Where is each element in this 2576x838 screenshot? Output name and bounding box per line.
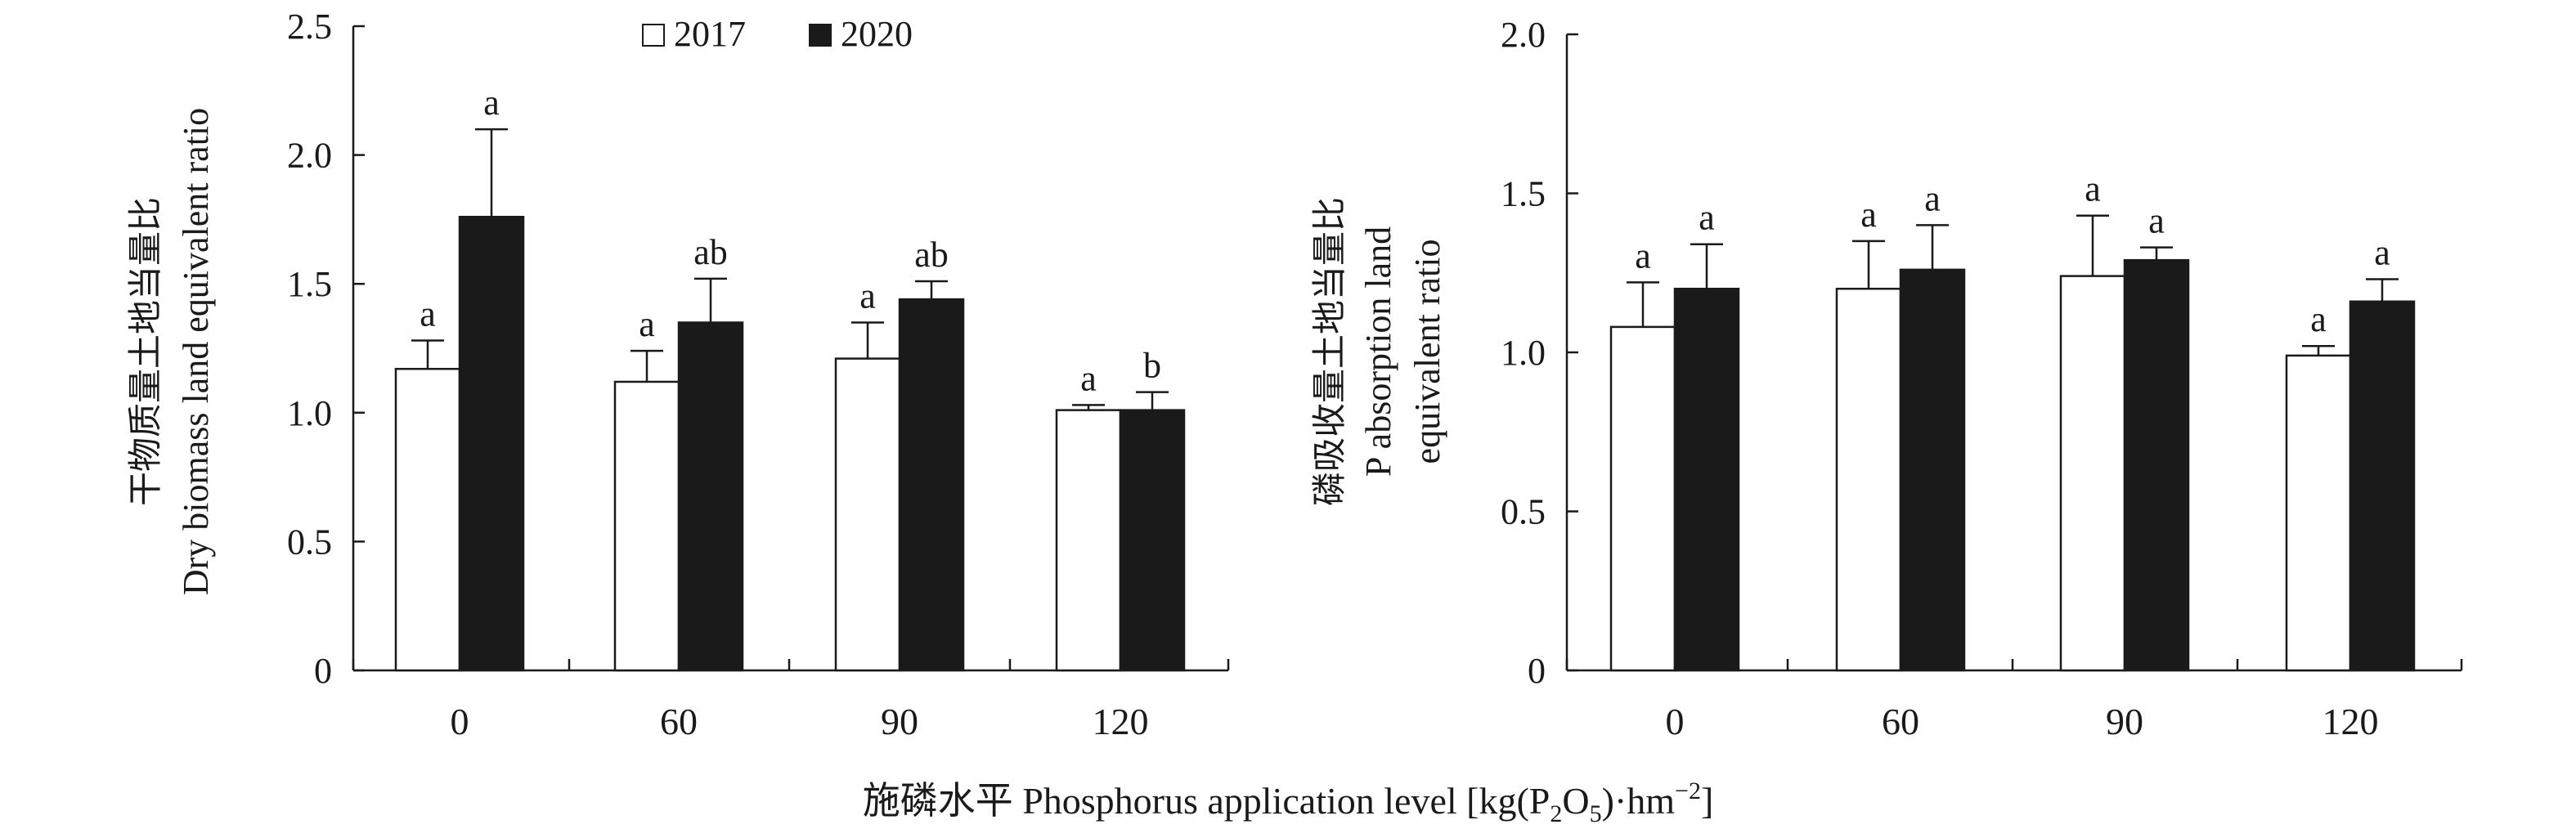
shared-xlabel-mid: O (1562, 780, 1589, 822)
chart0-ytick-label: 1.5 (287, 264, 332, 304)
shared-xlabel-end: )·hm (1602, 780, 1676, 822)
legend-swatch-2017 (642, 24, 665, 47)
chart1-xtick-label: 120 (2322, 701, 2379, 742)
chart0-bar-2020-0 (458, 215, 525, 672)
chart0-xtick-label: 0 (451, 701, 469, 742)
shared-xlabel-main: 施磷水平 Phosphorus application level [kg(P (863, 780, 1551, 822)
chart-left-ylabel-en: Dry biomass land equivalent ratio (176, 108, 216, 595)
chart-right-ylabel-en-1: P absorption land (1358, 226, 1398, 477)
chart0-bar-2020-90 (898, 298, 965, 672)
shared-xlabel: 施磷水平 Phosphorus application level [kg(P2… (863, 778, 1714, 827)
chart0-ytick-label: 0 (314, 651, 332, 691)
chart0-ytick-label: 2.0 (287, 136, 332, 176)
chart0-xtick-label: 60 (660, 701, 698, 742)
chart0-significance-letter: a (1080, 358, 1097, 398)
chart1-ytick-label: 0 (1528, 651, 1546, 691)
chart1-bar-2017-0 (1609, 325, 1676, 672)
chart1-significance-letter: a (2374, 233, 2390, 273)
chart1-xtick-label: 60 (1882, 701, 1919, 742)
chart0-bar-2017-120 (1055, 409, 1122, 672)
legend-swatch-2020 (809, 24, 832, 47)
chart1-significance-letter: a (1699, 198, 1715, 238)
legend: 2017 2020 (642, 14, 913, 54)
chart-left-ylabel-zh: 干物质量土地当量比 (128, 197, 165, 506)
legend-label-2017: 2017 (674, 14, 746, 54)
chart1-bar-2017-120 (2285, 354, 2352, 672)
chart0-significance-letter: b (1143, 346, 1161, 386)
chart0-ytick-label: 0.5 (287, 522, 332, 562)
chart1-significance-letter: a (2085, 169, 2101, 209)
chart1-bar-2020-60 (1899, 268, 1966, 672)
chart0-bar-2020-120 (1119, 409, 1186, 672)
chart1-significance-letter: a (2148, 201, 2165, 241)
shared-xlabel-close: ] (1701, 780, 1713, 822)
chart0-significance-letter: ab (693, 232, 728, 272)
shared-xlabel-sub1: 2 (1550, 800, 1562, 827)
chart1-bar-2020-0 (1673, 287, 1740, 672)
chart1-bar-2020-90 (2123, 258, 2190, 672)
chart0-significance-letter: a (483, 83, 500, 123)
chart1-xtick-label: 0 (1666, 701, 1685, 742)
chart0-significance-letter: a (639, 304, 655, 344)
shared-xlabel-sup: −2 (1675, 778, 1701, 804)
chart1-significance-letter: a (2310, 299, 2327, 339)
shared-xlabel-sub2: 5 (1590, 800, 1602, 827)
chart0-significance-letter: a (859, 276, 876, 316)
chart1-ytick-label: 1.5 (1501, 174, 1546, 214)
chart0-bar-2017-90 (834, 357, 901, 672)
chart0-bar-2017-60 (613, 380, 680, 672)
chart-right-plot: 0 0.5 1.0 1.5 2.0 0 60 90 120 a a a a a a a a (1501, 15, 2463, 742)
legend-label-2020: 2020 (841, 14, 913, 54)
chart-right-ylabel-zh: 磷吸收量土地当量比 (1312, 197, 1349, 506)
chart0-ytick-label: 2.5 (287, 7, 332, 47)
chart0-bar-2017-0 (394, 367, 461, 672)
chart1-significance-letter: a (1635, 235, 1651, 276)
chart1-significance-letter: a (1924, 178, 1941, 218)
chart0-significance-letter: ab (914, 235, 949, 275)
chart0-xtick-label: 120 (1093, 701, 1149, 742)
chart1-bar-2020-120 (2349, 300, 2416, 672)
chart0-significance-letter: a (420, 294, 436, 334)
chart1-significance-letter: a (1860, 195, 1877, 235)
chart1-bar-2017-90 (2059, 275, 2126, 672)
chart0-xtick-label: 90 (881, 701, 918, 742)
chart1-xtick-label: 90 (2106, 701, 2143, 742)
chart-right-ylabel-en-2: equivalent ratio (1407, 240, 1447, 464)
chart1-ytick-label: 1.0 (1501, 333, 1546, 373)
chart1-ytick-label: 0.5 (1501, 492, 1546, 532)
chart0-bar-2020-60 (677, 321, 744, 672)
chart0-ytick-label: 1.0 (287, 393, 332, 433)
chart1-bar-2017-60 (1835, 287, 1902, 672)
chart1-ytick-label: 2.0 (1501, 15, 1546, 55)
